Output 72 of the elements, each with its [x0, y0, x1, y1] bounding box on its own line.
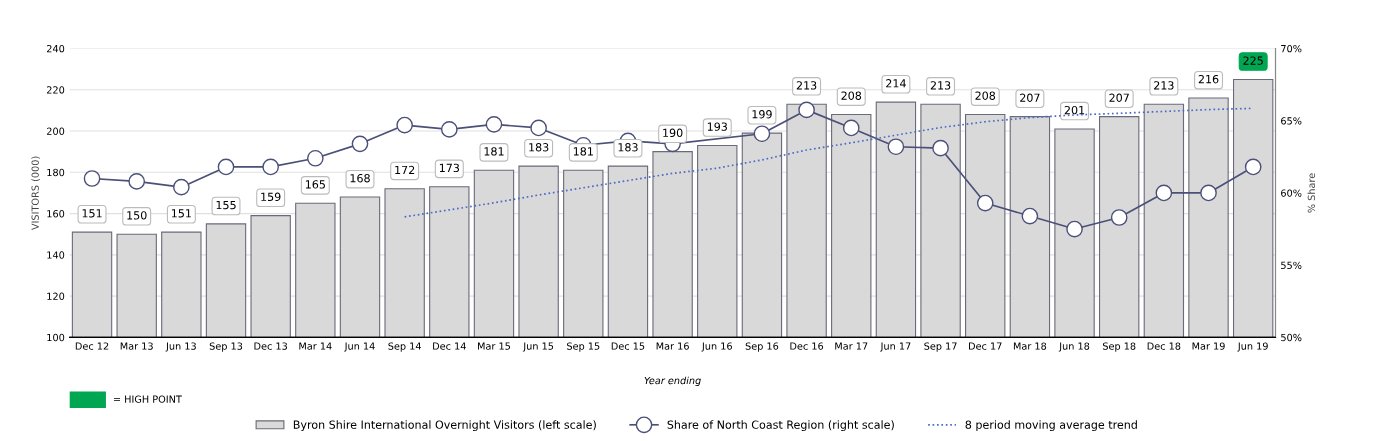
- data-label: 168: [350, 174, 370, 183]
- x-tick-label: Jun 15: [522, 342, 554, 352]
- x-tick-label: Sep 16: [745, 342, 779, 352]
- data-label: 225: [1243, 56, 1263, 65]
- data-label: 172: [395, 165, 415, 174]
- y-tick-label: 120: [47, 292, 65, 300]
- y2-tick-label: 65%: [1281, 117, 1302, 125]
- x-tick-label: Jun 14: [344, 342, 375, 352]
- data-label: 208: [975, 91, 996, 100]
- data-label: 207: [1109, 93, 1129, 102]
- x-tick-label: Jun 17: [880, 342, 911, 352]
- data-label: 190: [663, 128, 683, 138]
- data-label: 165: [305, 180, 325, 189]
- x-tick-label: Sep 17: [924, 342, 957, 352]
- x-tick-label: Mar 16: [656, 342, 689, 350]
- x-tick-label: Mar 13: [120, 342, 153, 350]
- y-tick-label: 100: [47, 333, 65, 342]
- x-tick-label: Dec 17: [969, 342, 1002, 350]
- y-tick-label: 180: [47, 168, 65, 177]
- y-tick-label: 240: [46, 44, 65, 53]
- y2-tick-label: 70%: [1281, 44, 1302, 53]
- y2-tick-label: 50%: [1281, 333, 1302, 342]
- data-label: 193: [707, 122, 727, 131]
- data-label: 216: [1198, 74, 1219, 84]
- x-tick-label: Dec 13: [254, 342, 288, 350]
- x-tick-label: Dec 12: [75, 342, 109, 350]
- data-label: 201: [1064, 105, 1085, 115]
- y2-tick-label: 60%: [1281, 189, 1302, 197]
- data-label: 208: [841, 91, 862, 100]
- x-axis-title: Year ending: [644, 376, 701, 387]
- x-tick-label: Mar 18: [1013, 342, 1047, 350]
- x-tick-label: Mar 14: [299, 342, 332, 350]
- y-tick-label: 160: [47, 210, 65, 218]
- y-axis-title: VISITORS (000): [31, 156, 40, 231]
- data-label: 150: [127, 211, 147, 220]
- x-tick-label: Mar 17: [835, 342, 868, 350]
- x-tick-label: Mar 19: [1192, 342, 1225, 350]
- text: = HIGH POINT: [113, 395, 182, 403]
- x-tick-label: Dec 18: [1147, 342, 1181, 350]
- legend-label: Share of North Coast Region (right scale): [667, 420, 894, 431]
- data-label: 155: [216, 200, 236, 210]
- y-tick-label: 140: [47, 251, 65, 259]
- data-label: 199: [752, 110, 772, 119]
- data-label: 214: [886, 79, 906, 88]
- legend-label: Byron Shire International Overnight Visitors (left scale): [293, 420, 596, 431]
- x-tick-label: Jun 18: [1058, 342, 1090, 352]
- y-tick-label: 200: [46, 127, 65, 135]
- y2-tick-label: 55%: [1281, 261, 1302, 269]
- x-tick-label: Sep 14: [388, 342, 421, 352]
- data-label: 183: [529, 143, 549, 152]
- legend-label: 8 period moving average trend: [965, 420, 1137, 431]
- x-tick-label: Sep 18: [1102, 342, 1136, 352]
- y-tick-label: 220: [46, 86, 65, 94]
- data-label: 159: [261, 192, 281, 201]
- data-label: 181: [484, 147, 504, 156]
- data-label: 213: [930, 81, 951, 90]
- x-tick-label: Jun 13: [165, 342, 196, 352]
- data-label: 151: [171, 209, 191, 218]
- x-tick-label: Sep 15: [567, 342, 600, 352]
- y2-axis-title: % Share: [1307, 173, 1316, 213]
- x-tick-label: Jun 16: [701, 342, 732, 352]
- x-tick-label: Dec 14: [433, 342, 466, 350]
- data-label: 207: [1020, 93, 1040, 102]
- x-tick-label: Mar 15: [478, 342, 511, 350]
- data-label: 213: [1154, 81, 1174, 90]
- x-tick-label: Sep 13: [209, 342, 243, 352]
- data-label: 151: [82, 209, 102, 218]
- x-tick-label: Jun 19: [1237, 342, 1268, 352]
- data-label: 173: [439, 163, 460, 173]
- data-label: 213: [796, 81, 817, 90]
- x-tick-label: Dec 16: [790, 342, 824, 350]
- x-tick-label: Dec 15: [611, 342, 645, 350]
